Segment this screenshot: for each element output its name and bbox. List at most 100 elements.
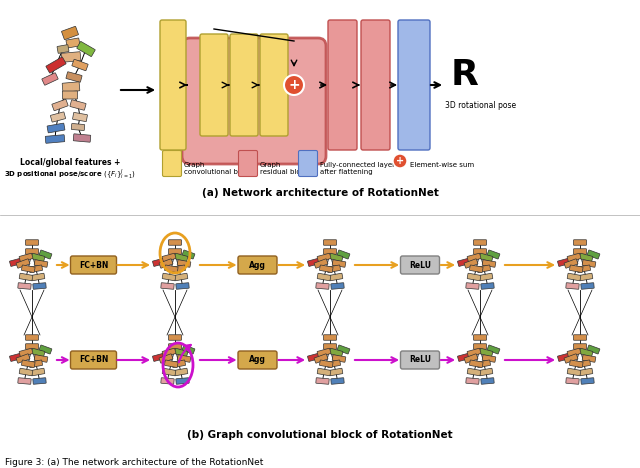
FancyBboxPatch shape (327, 360, 340, 367)
FancyBboxPatch shape (581, 283, 594, 289)
FancyBboxPatch shape (557, 352, 572, 361)
FancyBboxPatch shape (160, 20, 186, 150)
FancyBboxPatch shape (168, 240, 182, 245)
FancyBboxPatch shape (567, 348, 581, 357)
FancyBboxPatch shape (323, 344, 337, 349)
FancyBboxPatch shape (10, 257, 24, 266)
FancyBboxPatch shape (31, 253, 45, 262)
FancyBboxPatch shape (314, 354, 328, 363)
FancyBboxPatch shape (172, 360, 186, 367)
FancyBboxPatch shape (466, 283, 479, 289)
FancyBboxPatch shape (61, 26, 79, 40)
FancyBboxPatch shape (162, 348, 176, 357)
FancyBboxPatch shape (337, 345, 350, 354)
FancyBboxPatch shape (479, 273, 493, 281)
FancyBboxPatch shape (579, 273, 593, 281)
FancyBboxPatch shape (22, 360, 35, 367)
FancyBboxPatch shape (163, 151, 182, 176)
Text: Figure 3: (a) The network architecture of the RotationNet: Figure 3: (a) The network architecture o… (5, 458, 264, 467)
FancyBboxPatch shape (26, 344, 38, 349)
FancyBboxPatch shape (70, 256, 116, 274)
FancyBboxPatch shape (577, 265, 591, 272)
FancyBboxPatch shape (168, 344, 182, 349)
Text: (a) Network architecture of RotationNet: (a) Network architecture of RotationNet (202, 188, 438, 198)
FancyBboxPatch shape (168, 335, 182, 340)
FancyBboxPatch shape (71, 124, 84, 131)
FancyBboxPatch shape (66, 38, 80, 48)
FancyBboxPatch shape (63, 91, 77, 99)
FancyBboxPatch shape (466, 378, 479, 384)
FancyBboxPatch shape (319, 360, 333, 367)
FancyBboxPatch shape (464, 259, 478, 268)
FancyBboxPatch shape (177, 260, 191, 267)
FancyBboxPatch shape (174, 253, 188, 262)
FancyBboxPatch shape (31, 273, 45, 281)
FancyBboxPatch shape (200, 34, 228, 136)
FancyBboxPatch shape (159, 354, 173, 363)
FancyBboxPatch shape (161, 283, 174, 289)
FancyBboxPatch shape (479, 368, 493, 376)
FancyBboxPatch shape (70, 100, 86, 110)
FancyBboxPatch shape (176, 378, 189, 384)
FancyBboxPatch shape (401, 256, 440, 274)
FancyBboxPatch shape (487, 345, 500, 354)
FancyBboxPatch shape (570, 265, 583, 272)
FancyBboxPatch shape (182, 250, 195, 259)
FancyBboxPatch shape (230, 34, 258, 136)
FancyBboxPatch shape (323, 240, 337, 245)
FancyBboxPatch shape (564, 354, 578, 363)
FancyBboxPatch shape (45, 135, 65, 143)
FancyBboxPatch shape (564, 259, 578, 268)
FancyBboxPatch shape (62, 82, 80, 92)
FancyBboxPatch shape (479, 253, 493, 262)
FancyBboxPatch shape (332, 260, 346, 267)
Text: ReLU: ReLU (409, 261, 431, 270)
FancyBboxPatch shape (42, 73, 58, 85)
Text: Agg: Agg (249, 261, 266, 270)
FancyBboxPatch shape (458, 352, 472, 361)
FancyBboxPatch shape (573, 249, 586, 254)
FancyBboxPatch shape (18, 378, 31, 384)
FancyBboxPatch shape (164, 360, 178, 367)
FancyBboxPatch shape (174, 348, 188, 357)
FancyBboxPatch shape (29, 360, 42, 367)
Text: Graph
residual block: Graph residual block (260, 162, 308, 175)
FancyBboxPatch shape (26, 240, 38, 245)
FancyBboxPatch shape (19, 253, 33, 262)
FancyBboxPatch shape (161, 378, 174, 384)
FancyBboxPatch shape (177, 355, 191, 362)
FancyBboxPatch shape (316, 283, 329, 289)
FancyBboxPatch shape (579, 368, 593, 376)
FancyBboxPatch shape (481, 283, 494, 289)
Text: 3D rotational pose: 3D rotational pose (445, 101, 516, 110)
FancyBboxPatch shape (159, 259, 173, 268)
FancyBboxPatch shape (573, 344, 586, 349)
FancyBboxPatch shape (18, 283, 31, 289)
FancyBboxPatch shape (481, 378, 494, 384)
FancyBboxPatch shape (582, 260, 596, 267)
FancyBboxPatch shape (464, 354, 478, 363)
FancyBboxPatch shape (34, 355, 48, 362)
FancyBboxPatch shape (398, 20, 430, 150)
FancyBboxPatch shape (19, 368, 33, 376)
FancyBboxPatch shape (567, 253, 581, 262)
FancyBboxPatch shape (238, 351, 277, 369)
FancyBboxPatch shape (66, 72, 82, 82)
FancyBboxPatch shape (567, 368, 581, 376)
FancyBboxPatch shape (470, 360, 483, 367)
FancyBboxPatch shape (474, 240, 486, 245)
FancyBboxPatch shape (33, 378, 46, 384)
FancyBboxPatch shape (317, 368, 331, 376)
FancyBboxPatch shape (162, 273, 176, 281)
FancyBboxPatch shape (332, 355, 346, 362)
FancyBboxPatch shape (361, 20, 390, 150)
FancyBboxPatch shape (587, 250, 600, 259)
Text: (b) Graph convolutional block of RotationNet: (b) Graph convolutional block of Rotatio… (187, 430, 453, 440)
FancyBboxPatch shape (487, 250, 500, 259)
FancyBboxPatch shape (164, 265, 178, 272)
FancyBboxPatch shape (329, 253, 343, 262)
FancyBboxPatch shape (329, 348, 343, 357)
FancyBboxPatch shape (401, 351, 440, 369)
FancyBboxPatch shape (467, 348, 481, 357)
FancyBboxPatch shape (316, 378, 329, 384)
